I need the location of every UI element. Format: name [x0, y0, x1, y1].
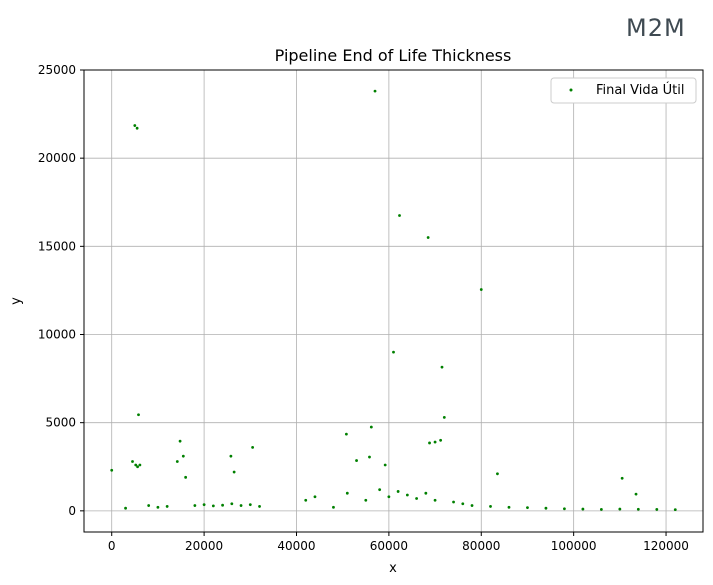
data-point [398, 214, 401, 217]
data-point [258, 505, 261, 508]
legend: Final Vida Útil [550, 77, 697, 104]
data-point [211, 504, 215, 508]
data-point [433, 440, 437, 444]
data-point [442, 415, 446, 419]
legend-label: Final Vida Útil [596, 82, 685, 98]
x-tick-label: 80000 [462, 539, 500, 553]
y-tick-label: 15000 [38, 239, 76, 253]
data-point [251, 445, 255, 449]
data-point [165, 505, 169, 508]
data-point [230, 502, 234, 506]
data-point [452, 500, 455, 504]
data-point [313, 495, 317, 499]
data-point [439, 438, 443, 442]
x-tick-label: 0 [108, 539, 116, 553]
data-point [364, 498, 368, 502]
data-point [470, 504, 474, 507]
data-point [378, 488, 382, 492]
data-point [440, 365, 444, 369]
data-point [345, 491, 349, 495]
data-points [110, 89, 677, 512]
data-point [383, 463, 387, 467]
plot-border [83, 69, 704, 533]
data-point [396, 490, 400, 493]
x-tick-label: 120000 [643, 539, 689, 553]
data-point [136, 465, 139, 469]
y-tick-label: 5000 [45, 416, 76, 430]
data-point [156, 505, 160, 509]
data-point [618, 507, 622, 511]
data-point [193, 504, 197, 507]
data-point [479, 288, 483, 291]
chart-title: Pipeline End of Life Thickness [275, 46, 512, 65]
data-point [392, 350, 395, 354]
data-point [526, 506, 529, 510]
data-point [673, 508, 677, 512]
data-point [496, 472, 499, 476]
axis-ticks: 0 20000 40000 60000 80000 100000 120000 0 5000 10… [38, 63, 689, 553]
data-point [332, 505, 335, 509]
data-point [428, 441, 431, 445]
data-point [544, 506, 548, 510]
legend-box [550, 77, 697, 104]
x-tick-label: 40000 [277, 539, 315, 553]
data-point [138, 463, 142, 467]
data-point [489, 505, 492, 508]
data-point [368, 455, 371, 459]
data-point [355, 459, 358, 462]
data-point [563, 507, 566, 511]
data-point [175, 460, 179, 463]
data-point [424, 491, 428, 495]
y-tick-label: 20000 [38, 151, 76, 165]
data-point [124, 506, 127, 510]
data-point [232, 470, 236, 474]
data-point [135, 126, 139, 130]
data-point [239, 504, 243, 507]
data-point [599, 508, 603, 511]
data-point [147, 504, 151, 507]
data-point [110, 468, 114, 472]
data-point [369, 425, 373, 429]
data-point [415, 497, 418, 500]
data-point [344, 432, 348, 436]
data-point [373, 89, 377, 93]
data-point [405, 493, 409, 497]
x-tick-label: 100000 [551, 539, 597, 553]
data-point [202, 503, 206, 507]
plot-area [84, 70, 703, 532]
data-point [634, 492, 638, 496]
data-point [137, 413, 140, 417]
y-tick-label: 10000 [38, 328, 76, 342]
data-point [133, 124, 137, 127]
data-point [134, 463, 138, 467]
data-point [229, 454, 233, 458]
data-point [581, 507, 585, 511]
y-tick-label: 25000 [38, 63, 76, 77]
legend-marker [569, 88, 573, 92]
y-axis-label: y [9, 297, 24, 305]
data-point [433, 498, 437, 502]
x-tick-label: 20000 [185, 539, 223, 553]
x-tick-label: 60000 [370, 539, 408, 553]
data-point [655, 508, 659, 511]
data-point [131, 460, 134, 463]
data-point [620, 476, 624, 480]
m2m-logo: M2M [626, 14, 686, 42]
y-tick-label: 0 [68, 504, 76, 518]
data-point [181, 454, 185, 458]
x-axis-label: x [389, 561, 397, 576]
data-point [636, 507, 640, 511]
data-point [221, 503, 224, 507]
data-point [304, 498, 308, 502]
data-point [248, 503, 252, 507]
data-point [178, 439, 182, 443]
data-point [507, 505, 511, 509]
data-point [461, 502, 465, 506]
data-point [387, 495, 391, 499]
data-point [426, 236, 430, 239]
data-point [184, 475, 188, 479]
